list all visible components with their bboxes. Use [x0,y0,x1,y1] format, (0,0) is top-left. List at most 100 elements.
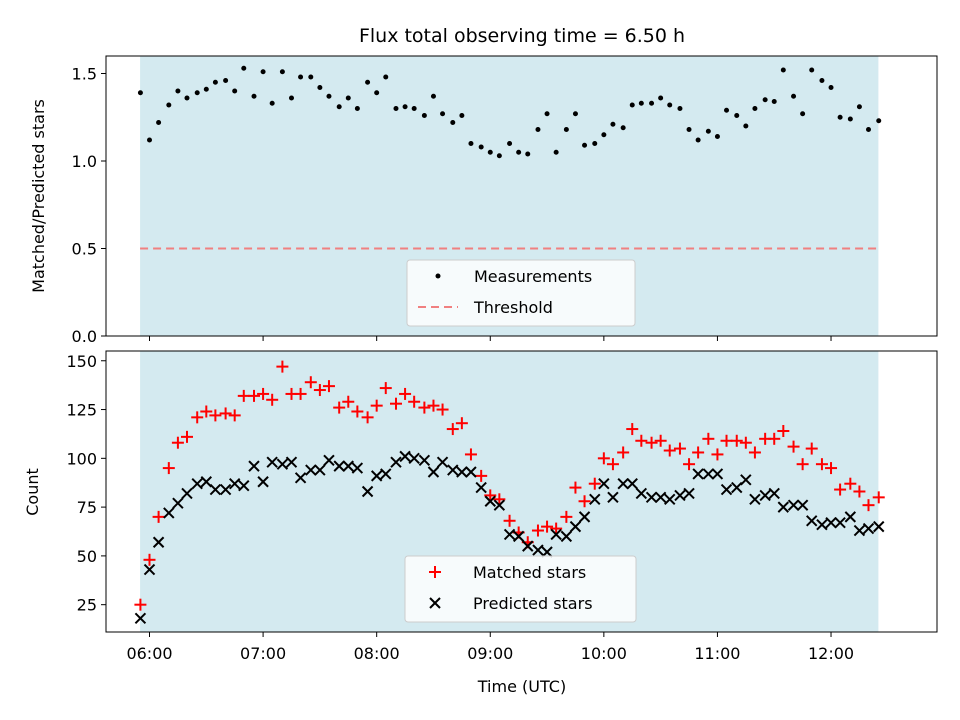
measurement-point [326,93,332,99]
legend-threshold-label: Threshold [473,298,553,317]
measurement-point [677,106,683,111]
predicted-star-point [674,489,686,502]
measurement-point [667,102,673,108]
predicted-star-point [314,464,326,476]
predicted-star-point [238,479,250,492]
predicted-star-point [683,487,695,500]
predicted-star-point [777,501,790,513]
predicted-star-point [143,563,156,576]
measurement-point [241,65,247,71]
count-panel-frame [105,350,938,633]
predicted-star-point [257,476,269,488]
measurement-point [592,141,598,146]
measurement-point [705,128,711,134]
predicted-star-point [607,491,619,504]
measurement-points [137,65,882,159]
measurement-point [430,93,436,99]
x-tick-label: 11:00 [694,644,740,663]
matched-star-point [654,434,667,447]
measurement-point [203,86,209,92]
predicted-star-point [862,522,875,535]
y-tick-label: 50 [77,547,97,566]
x-axis-label: Time (UTC) [477,677,566,696]
measurement-point [734,113,740,118]
measurement-point [184,95,190,101]
legend-matched-label: Matched stars [473,563,586,582]
matched-star-point [635,434,648,447]
matched-star-point [351,405,364,418]
chart-title: Flux total observing time = 6.50 h [359,25,685,47]
legend-predicted-marker [429,597,441,609]
predicted-star-point [626,477,638,490]
matched-star-point [617,446,630,459]
matched-star-point [550,522,563,535]
matched-star-point [475,469,488,482]
matched-star-point [180,430,193,443]
predicted-star-point [787,499,800,511]
predicted-star-point [305,464,317,476]
y-tick-label: 125 [66,401,97,420]
predicted-star-point [294,472,307,484]
measurement-point [232,88,238,94]
measurement-point [828,85,834,90]
measurement-point [365,79,371,85]
measurement-point [156,120,162,125]
predicted-star-point [418,454,431,466]
predicted-star-point [749,493,761,506]
predicted-star-point [323,454,335,466]
measurement-point [345,95,351,101]
matched-star-point [588,477,601,490]
y-tick-label: 25 [77,596,97,615]
matched-star-point [503,514,516,527]
x-tick-label: 06:00 [126,644,172,663]
predicted-star-point [645,491,658,504]
matched-star-point [787,440,800,453]
predicted-star-point [806,515,818,527]
predicted-star-point [266,456,278,468]
measurement-point [620,125,626,131]
predicted-star-point [541,546,553,558]
matched-star-point [730,434,743,447]
predicted-star-point [209,483,222,496]
predicted-star-point [248,460,260,472]
predicted-star-point [825,517,837,529]
predicted-star-point [816,518,828,531]
measurement-point [658,95,664,101]
ratio-legend-box [406,259,636,327]
measurement-point [649,100,655,106]
predicted-star-point [333,460,345,472]
predicted-star-point [276,458,289,470]
measurement-point [563,127,569,132]
matched-star-point [257,387,270,400]
ratio-y-ticks: 0.0 0.5 1.0 1.5 [72,65,106,346]
predicted-star-point [664,493,676,506]
predicted-star-point [163,507,175,519]
matched-star-point [834,483,847,496]
matched-star-point [248,389,261,402]
predicted-star-point [768,487,780,500]
measurement-point [212,79,218,85]
measurement-point [876,118,882,124]
measurement-point [791,93,797,99]
predicted-star-point [191,477,203,490]
measurement-point [269,100,275,106]
matched-star-point [673,442,686,455]
predicted-star-point [484,495,496,507]
predicted-star-point [152,536,165,548]
predicted-star-point [617,477,629,490]
y-tick-label: 1.5 [72,65,97,84]
measurement-point [468,141,474,146]
measurement-point [837,114,843,120]
measurement-point [809,67,815,73]
matched-star-point [389,397,402,410]
measurement-point [686,127,692,132]
matched-star-point [844,477,857,490]
matched-star-point [313,384,326,397]
matched-star-point [134,598,147,611]
matched-star-point [739,436,752,449]
matched-star-point [606,458,619,471]
measurement-point [166,102,172,108]
predicted-star-point [834,517,846,529]
matched-star-point [597,452,610,465]
predicted-star-point [731,481,743,494]
